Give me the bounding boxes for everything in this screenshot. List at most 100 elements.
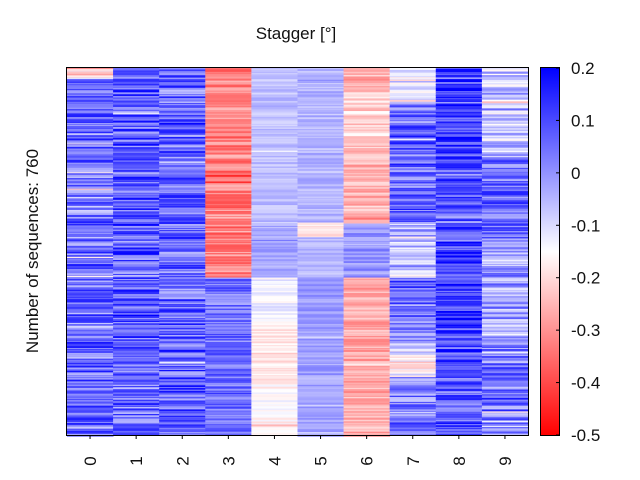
heatmap-cell xyxy=(251,195,298,197)
heatmap-cell xyxy=(159,235,206,238)
heatmap-cell xyxy=(251,121,298,124)
heatmap-cell xyxy=(113,141,160,145)
heatmap-cell xyxy=(251,309,298,312)
heatmap-cell xyxy=(297,243,344,246)
heatmap-cell xyxy=(389,123,437,124)
heatmap-cell xyxy=(159,193,206,196)
heatmap-cell xyxy=(481,338,529,340)
heatmap-cell xyxy=(159,89,206,93)
heatmap-cell xyxy=(205,195,252,198)
heatmap-cell xyxy=(67,386,114,389)
heatmap-cell xyxy=(481,197,529,201)
heatmap-cell xyxy=(435,234,483,237)
heatmap-cell xyxy=(389,224,437,227)
heatmap-cell xyxy=(113,267,160,269)
heatmap-cell xyxy=(389,414,437,416)
heatmap-cell xyxy=(205,322,252,324)
heatmap-cell xyxy=(159,154,206,156)
heatmap-cell xyxy=(205,204,252,207)
heatmap-cell xyxy=(67,375,114,377)
heatmap-cell xyxy=(159,307,206,308)
heatmap-cell xyxy=(67,124,114,126)
colorbar-tick-label: -0.4 xyxy=(571,374,600,393)
heatmap-cell xyxy=(343,110,391,113)
heatmap-cell xyxy=(251,246,298,249)
heatmap-cell xyxy=(251,429,298,431)
heatmap-cell xyxy=(205,222,252,225)
heatmap-cell xyxy=(389,118,437,121)
heatmap-cell xyxy=(343,155,391,158)
heatmap-cell xyxy=(159,228,206,231)
heatmap-cell xyxy=(389,398,437,402)
heatmap-cell xyxy=(159,303,206,305)
heatmap-cell xyxy=(343,189,391,192)
heatmap-cell xyxy=(481,378,529,380)
heatmap-cell xyxy=(297,238,344,240)
heatmap-cell xyxy=(435,176,483,179)
heatmap-cell xyxy=(113,417,160,419)
heatmap-cell xyxy=(159,71,206,74)
heatmap-cell xyxy=(251,129,298,133)
heatmap-cell xyxy=(435,238,483,241)
heatmap-cell xyxy=(113,397,160,399)
heatmap-cell xyxy=(435,219,483,222)
heatmap-cell xyxy=(435,288,483,290)
heatmap-cell xyxy=(159,406,206,408)
heatmap-cell xyxy=(67,108,114,110)
heatmap-cell xyxy=(297,192,344,193)
heatmap-cell xyxy=(205,96,252,99)
heatmap-cell xyxy=(113,393,160,395)
heatmap-cell xyxy=(297,412,344,415)
heatmap-cell xyxy=(435,143,483,146)
heatmap-cell xyxy=(297,228,344,232)
heatmap-cell xyxy=(389,313,437,315)
heatmap-cell xyxy=(481,279,529,282)
heatmap-cell xyxy=(343,195,391,199)
heatmap-cell xyxy=(389,103,437,106)
heatmap-cell xyxy=(435,258,483,261)
heatmap-cell xyxy=(159,92,206,95)
heatmap-cell xyxy=(343,104,391,107)
heatmap-cell xyxy=(113,124,160,127)
heatmap-cell xyxy=(251,142,298,144)
heatmap-cell xyxy=(251,404,298,406)
heatmap-cell xyxy=(297,400,344,403)
heatmap-cell xyxy=(297,329,344,331)
heatmap-cell xyxy=(205,160,252,163)
heatmap-cell xyxy=(251,415,298,419)
heatmap-cell xyxy=(481,209,529,212)
heatmap-cell xyxy=(113,331,160,334)
heatmap-cell xyxy=(297,427,344,430)
colorbar-ticks: 0.20.10-0.1-0.2-0.3-0.4-0.5 xyxy=(556,59,600,445)
heatmap-cell xyxy=(251,357,298,359)
heatmap-cell xyxy=(113,111,160,114)
heatmap-cell xyxy=(389,315,437,317)
heatmap-cell xyxy=(67,137,114,139)
heatmap-cell xyxy=(159,221,206,224)
heatmap-cell xyxy=(481,333,529,334)
heatmap-cell xyxy=(251,314,298,318)
heatmap-cell xyxy=(389,357,437,360)
heatmap-cell xyxy=(67,317,114,320)
heatmap-cell xyxy=(159,301,206,304)
heatmap-cell xyxy=(67,83,114,85)
heatmap-cell xyxy=(297,237,344,238)
heatmap-cell xyxy=(113,412,160,415)
heatmap-cell xyxy=(343,413,391,415)
heatmap-cell xyxy=(481,68,529,70)
heatmap-cell xyxy=(343,170,391,172)
heatmap-cell xyxy=(343,120,391,123)
heatmap-cell xyxy=(435,255,483,258)
heatmap-cell xyxy=(389,189,437,192)
heatmap-cell xyxy=(67,99,114,103)
heatmap-cell xyxy=(435,383,483,386)
heatmap-cell xyxy=(389,153,437,156)
heatmap-cell xyxy=(435,389,483,391)
heatmap-cell xyxy=(435,294,483,297)
heatmap-cell xyxy=(67,86,114,89)
heatmap-cell xyxy=(481,371,529,374)
heatmap-cell xyxy=(67,379,114,382)
colorbar-tick-label: 0.1 xyxy=(571,111,595,130)
heatmap-cell xyxy=(297,73,344,76)
heatmap-cell xyxy=(205,315,252,318)
